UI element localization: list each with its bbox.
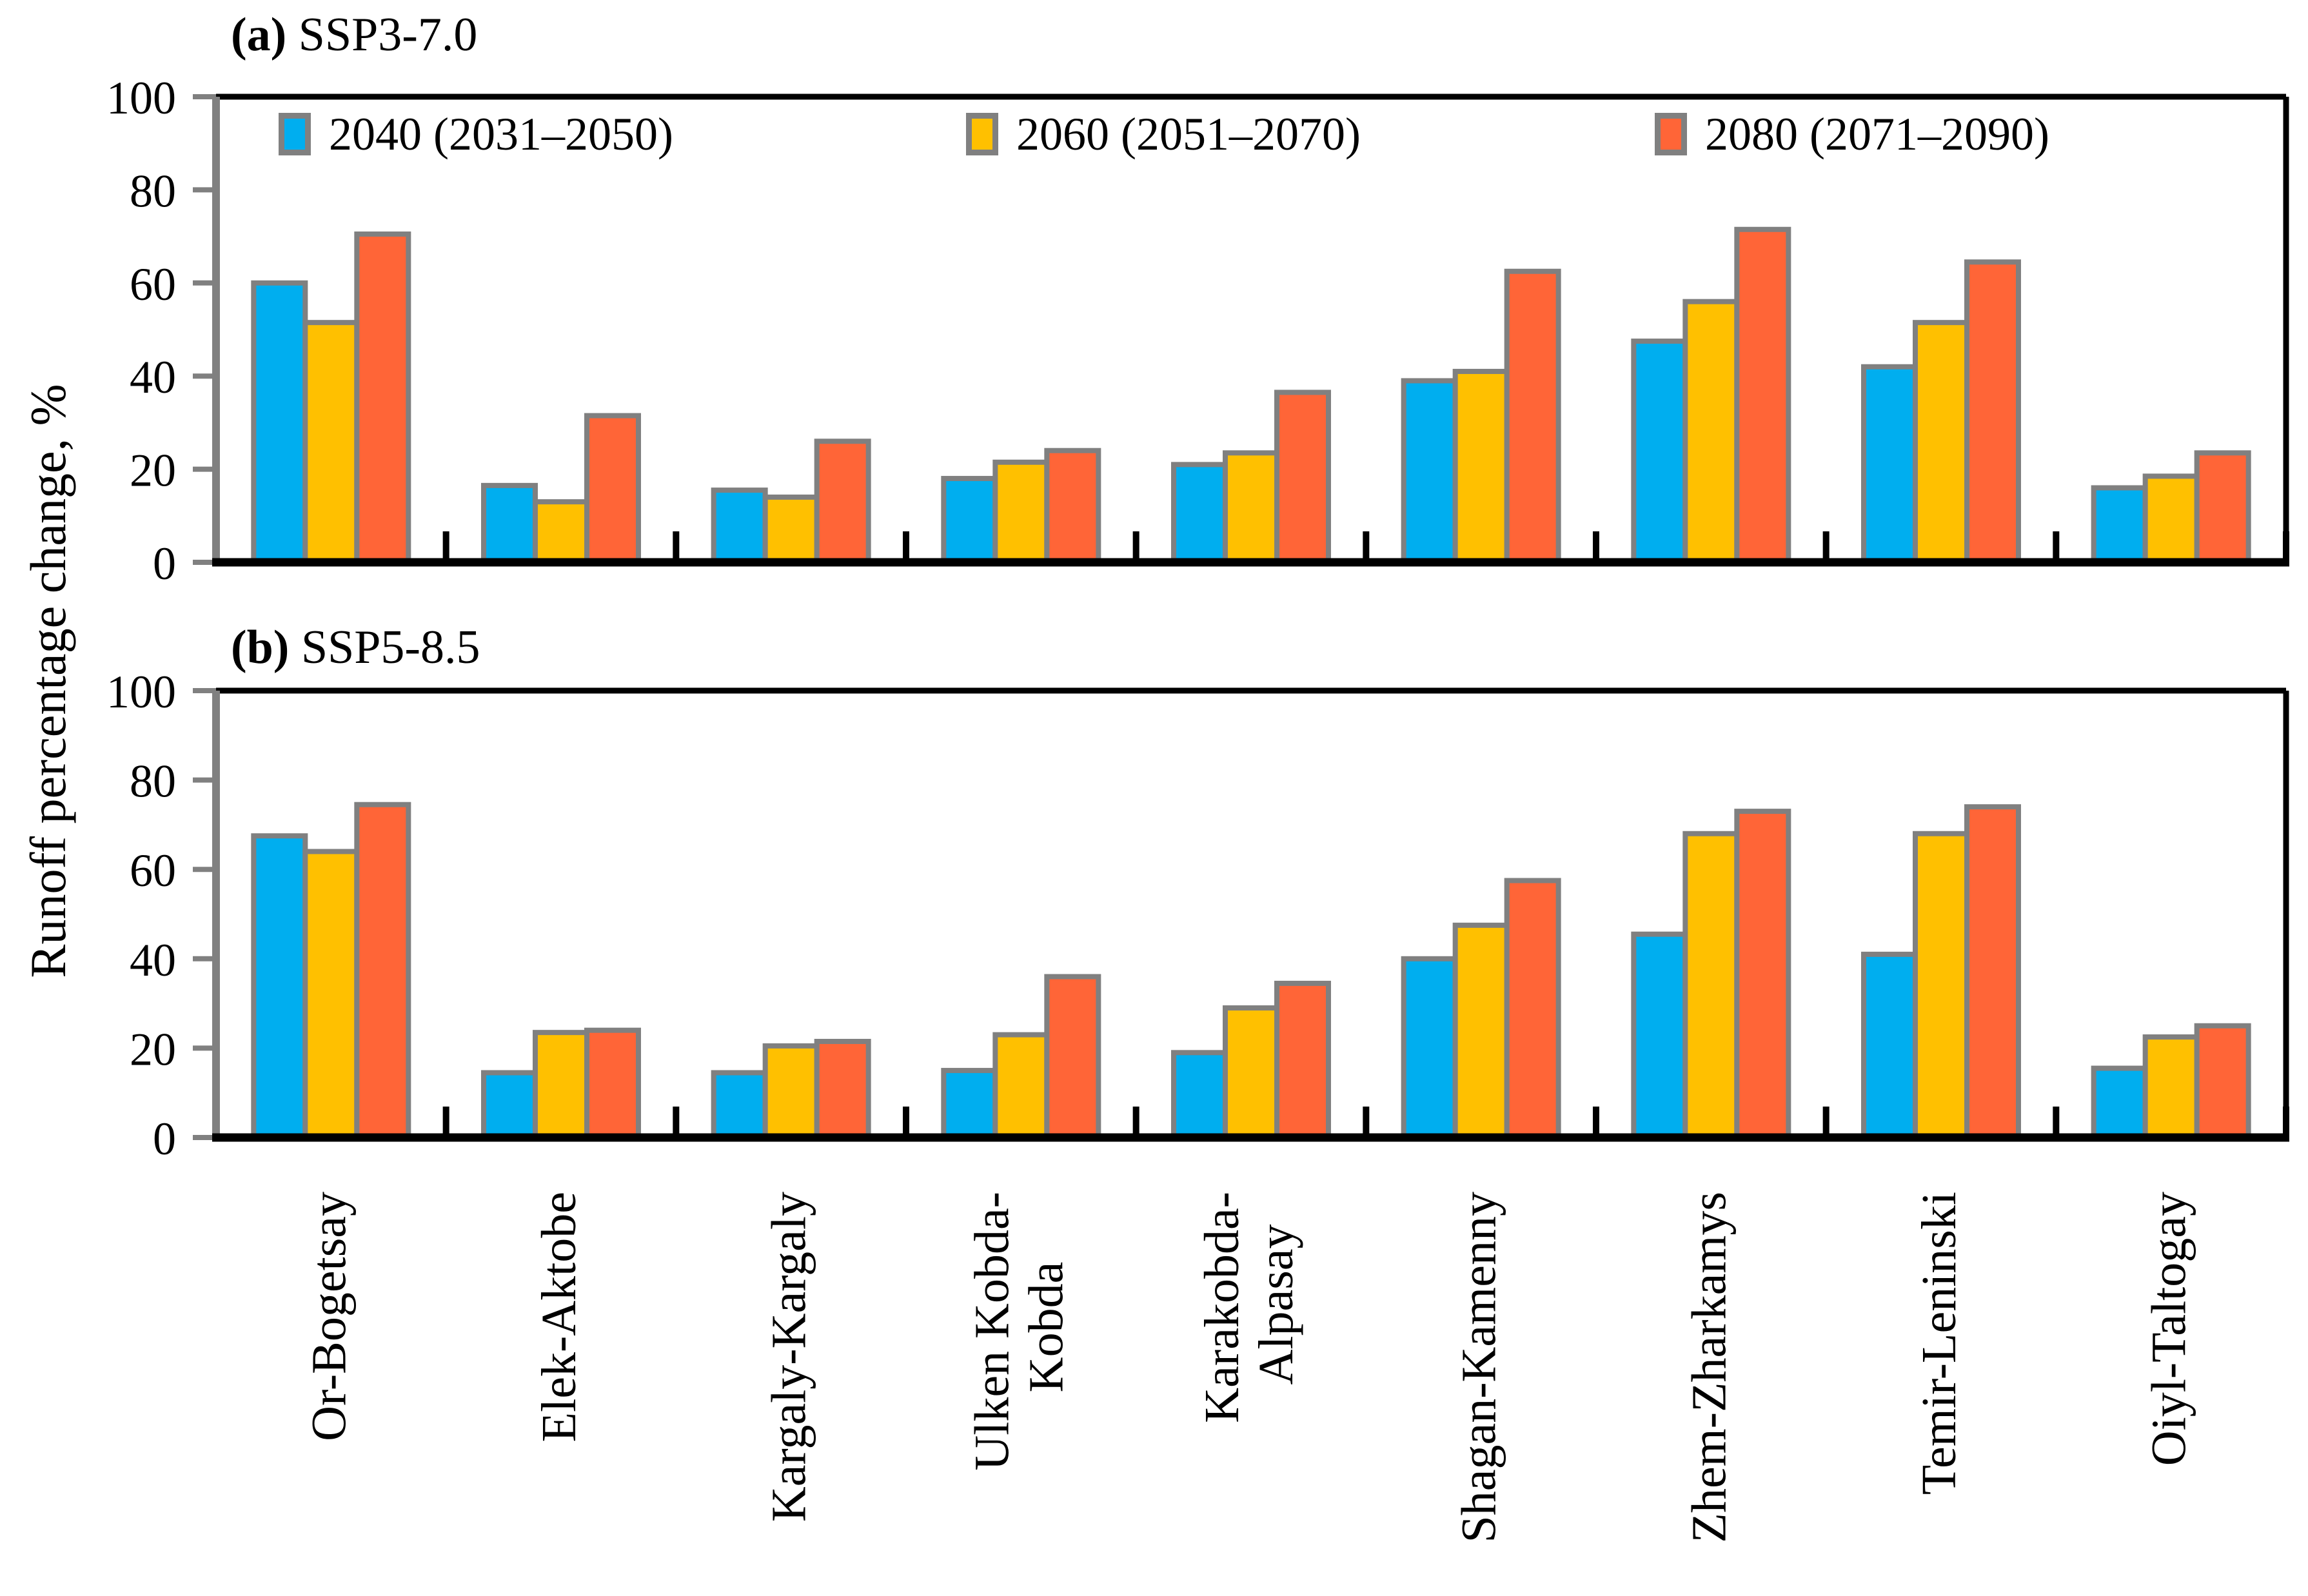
y-axis-title: Runoff percentage change, % <box>20 384 76 978</box>
bar-SSP5-8.5-2040-3 <box>941 1068 998 1141</box>
panel-b-scenario: SSP5-8.5 <box>301 621 480 674</box>
category-label: Or-Bogetsay <box>302 1192 356 1441</box>
y-tick-label: 0 <box>153 538 176 589</box>
bar-SSP3-7.0-2040-7 <box>1861 364 1918 565</box>
bar-SSP5-8.5-2080-4 <box>1274 980 1331 1141</box>
legend-swatch-icon <box>966 113 998 155</box>
bar-SSP3-7.0-2060-8 <box>2142 473 2200 565</box>
y-tick-label: 0 <box>153 1113 176 1165</box>
legend-entry-2060: 2060 (2051–2070) <box>966 105 1361 163</box>
bar-SSP3-7.0-2080-7 <box>1964 259 2021 565</box>
legend-entry-2080: 2080 (2071–2090) <box>1655 105 2049 163</box>
bar-SSP5-8.5-2040-5 <box>1401 956 1458 1141</box>
legend-label: 2080 (2071–2090) <box>1705 108 2049 160</box>
y-tick-label: 60 <box>130 845 176 896</box>
bar-SSP3-7.0-2040-6 <box>1631 339 1688 565</box>
category-label: Zhem-Zharkamys <box>1682 1192 1736 1542</box>
bar-SSP3-7.0-2060-3 <box>992 459 1050 566</box>
y-tick-label: 100 <box>106 72 176 124</box>
panel-b-title: (b) SSP5-8.5 <box>231 620 480 675</box>
category-label-line2: Kobda <box>1019 1262 1073 1393</box>
bar-SSP5-8.5-2080-1 <box>584 1027 641 1141</box>
bar-SSP5-8.5-2040-0 <box>251 833 308 1140</box>
category-label: Temir-Leninski <box>1912 1192 1966 1495</box>
bar-SSP5-8.5-2060-2 <box>762 1043 820 1141</box>
bar-SSP3-7.0-2060-1 <box>533 499 589 566</box>
bar-SSP5-8.5-2080-2 <box>814 1039 871 1140</box>
bar-SSP3-7.0-2080-2 <box>814 438 871 566</box>
panel-a-scenario: SSP3-7.0 <box>298 8 478 61</box>
bar-SSP3-7.0-2080-6 <box>1734 226 1791 565</box>
bar-SSP5-8.5-2060-5 <box>1452 922 1510 1140</box>
y-tick-label: 20 <box>130 445 176 497</box>
bar-SSP3-7.0-2040-2 <box>711 488 768 566</box>
bar-SSP3-7.0-2080-4 <box>1274 389 1331 565</box>
bar-SSP5-8.5-2060-7 <box>1913 831 1969 1140</box>
category-label-line2: Alpasay <box>1249 1224 1303 1384</box>
bar-SSP5-8.5-2060-4 <box>1223 1005 1279 1141</box>
bar-SSP5-8.5-2080-0 <box>354 802 411 1140</box>
bar-SSP5-8.5-2080-8 <box>2194 1023 2251 1140</box>
legend-label: 2060 (2051–2070) <box>1016 108 1361 160</box>
bar-SSP3-7.0-2040-1 <box>481 482 538 565</box>
panel-a-tag: (a) <box>231 8 287 61</box>
bar-SSP5-8.5-2040-1 <box>481 1070 538 1141</box>
legend-label: 2040 (2031–2050) <box>329 108 673 160</box>
bar-SSP3-7.0-2040-8 <box>2091 485 2148 565</box>
bar-SSP5-8.5-2040-8 <box>2091 1065 2148 1140</box>
bar-SSP3-7.0-2060-5 <box>1452 368 1510 565</box>
bar-SSP3-7.0-2040-4 <box>1171 462 1228 565</box>
panel-a-title: (a) SSP3-7.0 <box>231 8 477 63</box>
bar-SSP5-8.5-2060-0 <box>302 849 360 1140</box>
category-label: Oiyl-Taltogay <box>2142 1192 2196 1466</box>
category-label: Kargaly-Kargaly <box>762 1192 816 1522</box>
bar-SSP5-8.5-2080-3 <box>1044 974 1101 1141</box>
bar-SSP3-7.0-2040-3 <box>941 476 998 565</box>
category-label: Shagan-Kamenny <box>1452 1192 1506 1543</box>
bar-SSP3-7.0-2060-7 <box>1913 320 1969 565</box>
legend-swatch-icon <box>279 113 311 155</box>
category-label-line1: Ulken Kobda- <box>965 1192 1019 1471</box>
y-tick-label: 100 <box>106 666 176 718</box>
bar-SSP3-7.0-2060-6 <box>1682 299 1740 565</box>
bar-SSP3-7.0-2080-0 <box>354 231 411 565</box>
bar-SSP3-7.0-2060-2 <box>762 494 820 565</box>
bar-SSP5-8.5-2040-6 <box>1631 931 1688 1141</box>
y-tick-label: 80 <box>130 756 176 807</box>
bar-SSP3-7.0-2080-3 <box>1044 448 1101 565</box>
bar-SSP3-7.0-2060-4 <box>1223 450 1279 566</box>
y-tick-label: 60 <box>130 259 176 310</box>
bar-SSP5-8.5-2080-5 <box>1504 878 1561 1141</box>
bar-SSP5-8.5-2040-2 <box>711 1070 768 1141</box>
legend-swatch-icon <box>1655 113 1687 155</box>
bar-SSP5-8.5-2060-8 <box>2142 1034 2200 1140</box>
bar-SSP5-8.5-2040-7 <box>1861 951 1918 1140</box>
y-tick-label: 80 <box>130 165 176 217</box>
bar-SSP3-7.0-2060-0 <box>302 320 360 565</box>
bar-SSP3-7.0-2040-5 <box>1401 378 1458 565</box>
y-tick-label: 20 <box>130 1023 176 1075</box>
y-tick-label: 40 <box>130 934 176 986</box>
bar-SSP5-8.5-2040-4 <box>1171 1050 1228 1140</box>
panel-b-tag: (b) <box>231 621 290 674</box>
category-label-line1: Karakobda- <box>1195 1192 1249 1423</box>
bar-SSP3-7.0-2080-5 <box>1504 268 1561 565</box>
bar-SSP3-7.0-2080-1 <box>584 413 641 565</box>
bar-SSP5-8.5-2080-6 <box>1734 809 1791 1140</box>
bar-SSP5-8.5-2060-6 <box>1682 831 1740 1140</box>
legend-entry-2040: 2040 (2031–2050) <box>279 105 673 163</box>
y-tick-label: 40 <box>130 351 176 403</box>
bar-SSP3-7.0-2040-0 <box>251 280 308 565</box>
bar-SSP5-8.5-2080-7 <box>1964 804 2021 1141</box>
bar-SSP5-8.5-2060-3 <box>992 1032 1050 1140</box>
category-label: Elek-Aktobe <box>532 1192 586 1442</box>
bar-SSP3-7.0-2080-8 <box>2194 450 2251 566</box>
bar-SSP5-8.5-2060-1 <box>533 1030 589 1141</box>
